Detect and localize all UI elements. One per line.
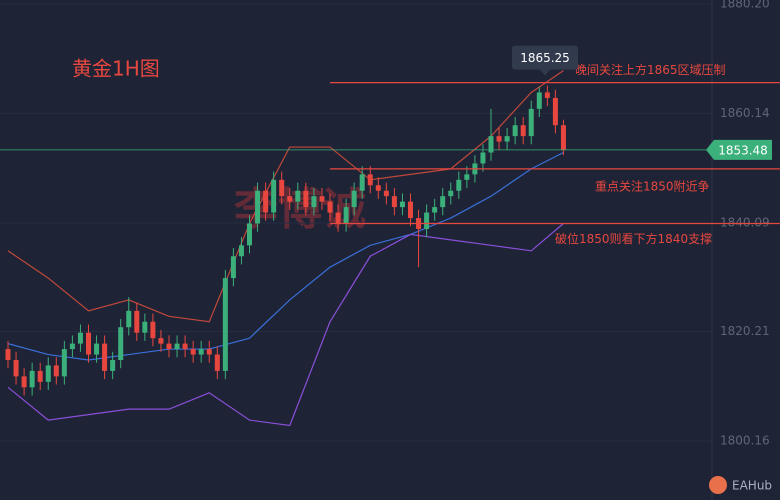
candle-body [480, 152, 486, 164]
tooltip-pointer [540, 69, 550, 76]
candle-body [512, 125, 518, 137]
candle-body [53, 365, 59, 377]
brand: EAHub [732, 479, 772, 493]
candle-body [255, 190, 261, 224]
candle-body [327, 201, 333, 213]
candle-body [319, 196, 325, 202]
candle-body [496, 136, 502, 142]
candle-body [391, 196, 397, 208]
candle-body [383, 190, 389, 197]
candle-body [456, 179, 462, 191]
band-line [7, 223, 564, 427]
candle-body [287, 196, 293, 202]
candle-body [238, 245, 244, 257]
candle-body [69, 343, 75, 350]
candle-body [343, 207, 349, 224]
candle-body [126, 310, 132, 328]
candle-body [440, 196, 446, 208]
candle-body [190, 349, 196, 355]
y-tick-label: 1860.14 [720, 106, 770, 120]
current-price-label: 1853.48 [718, 143, 768, 157]
current-price-tag [706, 139, 772, 160]
chart-title: 黄金1H图 [72, 57, 160, 81]
candle-body [134, 310, 140, 333]
candle-body [247, 223, 252, 246]
candle-body [86, 332, 91, 355]
candle-body [544, 92, 550, 98]
candle-body [351, 190, 357, 208]
tooltip-box [512, 45, 578, 70]
y-tick-label: 1800.16 [720, 434, 770, 448]
candle-body [359, 174, 365, 191]
candle-body [61, 349, 67, 377]
band-line [7, 151, 564, 361]
candle-body [5, 349, 11, 360]
candle-body [335, 212, 341, 224]
candle-body [198, 349, 204, 355]
candle-body [142, 321, 148, 333]
tooltip-label: 1865.25 [520, 51, 570, 65]
candle-body [311, 196, 317, 208]
y-tick-label: 1820.21 [720, 324, 770, 338]
candle-body [295, 190, 301, 202]
band-line [7, 70, 564, 323]
y-tick-label: 1880.20 [720, 0, 770, 10]
candle-body [528, 108, 534, 137]
candle-body [536, 92, 542, 109]
candle-body [37, 370, 43, 382]
candle-body [520, 125, 526, 137]
candle-body [102, 343, 108, 371]
candle-body [279, 179, 285, 197]
candle-body [552, 97, 558, 126]
level-label: 破位1850则看下方1840支撑 [555, 231, 712, 246]
candle-body [174, 343, 180, 350]
candle-body [206, 349, 212, 355]
candle-body [424, 212, 430, 229]
candle-body [21, 376, 27, 388]
candle-body [230, 256, 236, 279]
candle-body [504, 136, 510, 142]
candle-body [399, 201, 405, 208]
candle-body [13, 359, 19, 377]
candle-body [45, 365, 51, 382]
candle-body [166, 343, 172, 350]
candle-body [271, 179, 277, 213]
level-label: 晚间关注上方1865区域压制 [575, 62, 726, 77]
candle-body [77, 332, 83, 344]
candle-body [560, 125, 566, 150]
candle-body [222, 278, 228, 371]
candle-body [118, 327, 124, 360]
candle-body [448, 190, 454, 197]
candle-body [29, 370, 35, 388]
candle-body [488, 136, 494, 153]
candle-body [94, 343, 100, 355]
y-tick-label: 1840.09 [720, 215, 770, 229]
candle-body [367, 174, 373, 186]
candle-body [263, 190, 269, 213]
candle-body [303, 190, 309, 208]
brand-logo [709, 476, 727, 494]
candle-body [182, 343, 188, 350]
level-label: 重点关注1850附近争 [595, 178, 710, 193]
candle-body [408, 201, 413, 219]
candle-body [375, 185, 381, 191]
candle-body [214, 354, 220, 371]
candle-body [432, 207, 438, 213]
candle-body [110, 359, 116, 371]
candle-body [150, 321, 156, 339]
candle-body [158, 338, 164, 344]
candle-body [464, 174, 470, 180]
